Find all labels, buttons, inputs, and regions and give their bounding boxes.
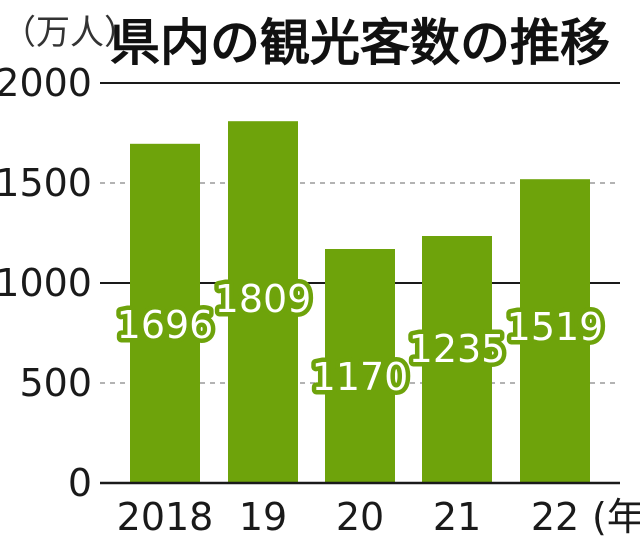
x-category-label-19: 19 — [239, 495, 287, 539]
value-label-text: 1235 — [409, 327, 506, 371]
value-label-halo: 1235 — [409, 327, 506, 371]
bar-19 — [228, 121, 298, 483]
value-label-text: 1519 — [507, 305, 604, 349]
value-label-halo: 1809 — [215, 277, 312, 321]
value-label-halo: 1170 — [312, 355, 409, 399]
y-tick-label-1500: 1500 — [0, 161, 92, 205]
value-label-halo: 1696 — [117, 303, 214, 347]
y-tick-label-500: 500 — [19, 361, 92, 405]
value-label-text: 1809 — [215, 277, 312, 321]
x-category-label-22: 22 — [531, 495, 579, 539]
unit-label: （万人） — [2, 13, 138, 53]
bar-21 — [422, 236, 492, 483]
y-tick-label-2000: 2000 — [0, 61, 92, 105]
bar-22 — [520, 179, 590, 483]
x-category-label-20: 20 — [336, 495, 384, 539]
y-tick-label-0: 0 — [68, 461, 92, 505]
x-category-label-21: 21 — [433, 495, 481, 539]
bar-20 — [325, 249, 395, 483]
bar-2018 — [130, 143, 200, 484]
value-label-halo: 1519 — [507, 305, 604, 349]
value-label-text: 1696 — [117, 303, 214, 347]
y-tick-label-1000: 1000 — [0, 261, 92, 305]
x-category-label-2018: 2018 — [117, 495, 214, 539]
x-unit-label: (年) — [592, 495, 640, 539]
bars — [100, 121, 620, 485]
chart-title: 県内の観光客数の推移 — [110, 14, 610, 72]
y-axis-ticks: 0 500 1000 1500 2000 — [0, 61, 92, 505]
x-axis-categories: 2018 19 20 21 22 (年) — [117, 495, 640, 539]
value-label-text: 1170 — [312, 355, 409, 399]
